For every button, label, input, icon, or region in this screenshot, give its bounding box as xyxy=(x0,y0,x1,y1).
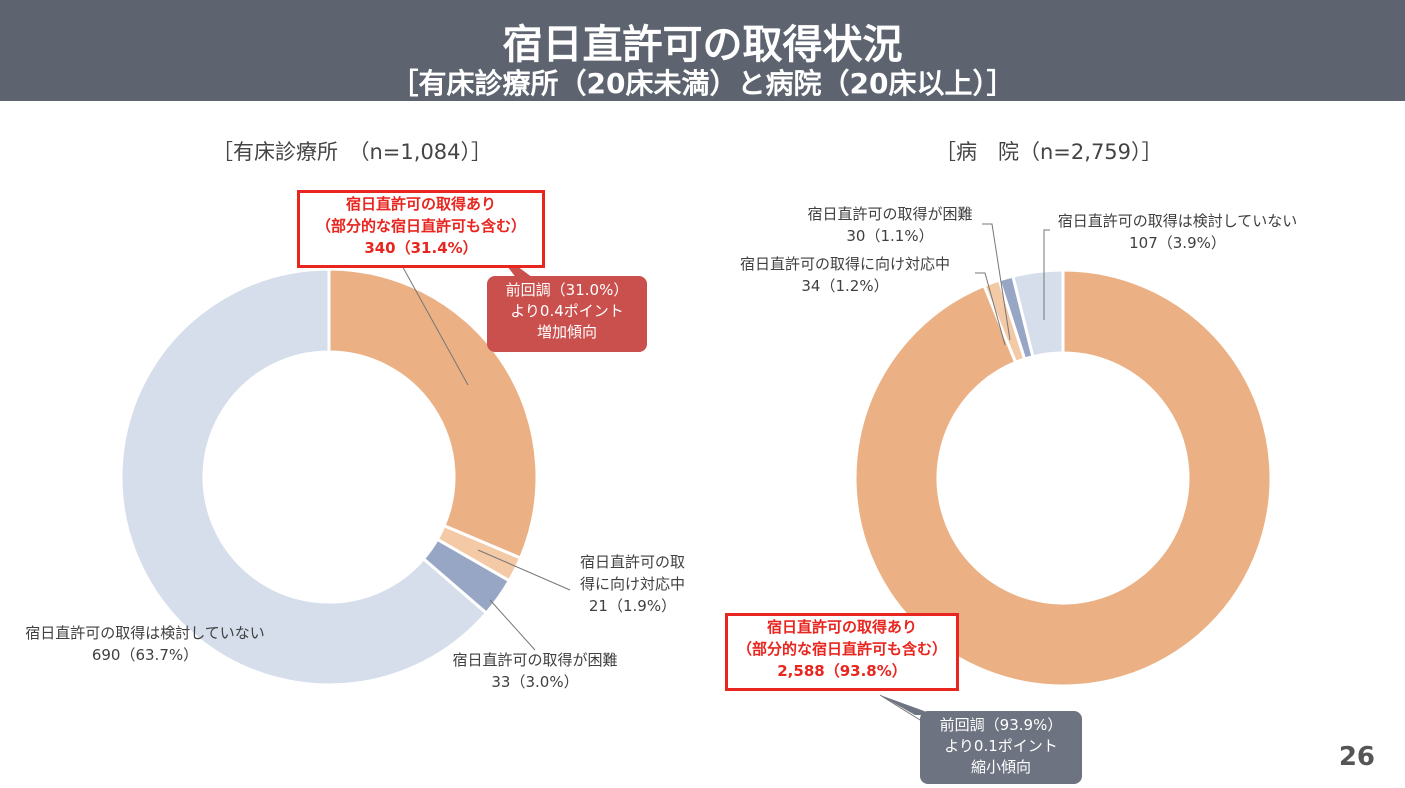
page-number: 26 xyxy=(1338,742,1375,772)
label-value: 34（1.2%） xyxy=(801,277,889,295)
leader-line xyxy=(982,223,1011,341)
callout-line: より0.4ポイント xyxy=(510,302,624,320)
clinic-difficult-label: 宿日直許可の取得が困難 33（3.0%） xyxy=(425,649,645,693)
label-line: 宿日直許可の取得あり xyxy=(766,618,917,636)
header-banner: 宿日直許可の取得状況 ［有床診療所（20床未満）と病院（20床以上）］ xyxy=(0,0,1405,101)
clinic-slice-difficult xyxy=(421,537,512,616)
label-value: 2,588（93.8%） xyxy=(777,662,907,680)
leader-line xyxy=(975,272,1006,346)
label-value: 30（1.1%） xyxy=(846,227,934,245)
callout-line: 縮小傾向 xyxy=(970,758,1031,776)
callout-pointer xyxy=(880,695,935,715)
clinic-slice-acquired xyxy=(327,267,539,560)
hospital-not-considered-label: 宿日直許可の取得は検討していない 107（3.9%） xyxy=(1050,210,1305,254)
page-subtitle: ［有床診療所（20床未満）と病院（20床以上）］ xyxy=(390,67,1015,100)
label-line: 宿日直許可の取得が困難 xyxy=(807,205,973,223)
label-line: 宿日直許可の取得は検討していない xyxy=(1057,212,1298,230)
clinic-trend-callout: 前回調（31.0%） より0.4ポイント 増加傾向 xyxy=(487,276,647,352)
clinic-acquired-label: 宿日直許可の取得あり （部分的な宿日直許可も含む） 340（31.4%） xyxy=(297,190,545,268)
label-value: 107（3.9%） xyxy=(1129,234,1226,252)
clinic-in-progress-label: 宿日直許可の取 得に向け対応中 21（1.9%） xyxy=(570,551,695,617)
hospital-difficult-label: 宿日直許可の取得が困難 30（1.1%） xyxy=(795,203,985,247)
leader-line xyxy=(477,549,571,591)
clinic-chart-title: ［有床診療所 （n=1,084）］ xyxy=(212,140,493,164)
label-line: （部分的な宿日直許可も含む） xyxy=(736,640,947,658)
label-line: 宿日直許可の取 xyxy=(579,553,685,571)
hospital-acquired-label: 宿日直許可の取得あり （部分的な宿日直許可も含む） 2,588（93.8%） xyxy=(725,613,959,691)
hospital-chart-title: ［病 院（n=2,759）］ xyxy=(935,140,1163,164)
label-line: （部分的な宿日直許可も含む） xyxy=(315,217,526,235)
hospital-trend-callout: 前回調（93.9%） より0.1ポイント 縮小傾向 xyxy=(920,711,1082,784)
leader-line xyxy=(1043,229,1050,320)
label-value: 340（31.4%） xyxy=(364,239,478,257)
leader-line xyxy=(399,261,469,386)
callout-line: 前回調（31.0%） xyxy=(505,281,629,299)
label-value: 33（3.0%） xyxy=(491,673,579,691)
label-line: 宿日直許可の取得が困難 xyxy=(452,651,618,669)
callout-line: 増加傾向 xyxy=(536,323,597,341)
hospital-in-progress-label: 宿日直許可の取得に向け対応中 34（1.2%） xyxy=(725,253,965,297)
hospital-slice-acquired xyxy=(853,268,1273,688)
callout-line: より0.1ポイント xyxy=(944,737,1058,755)
label-line: 得に向け対応中 xyxy=(579,575,685,593)
clinic-slice-not-considered xyxy=(119,267,489,687)
label-value: 690（63.7%） xyxy=(91,646,199,664)
callout-line: 前回調（93.9%） xyxy=(939,716,1063,734)
page-title: 宿日直許可の取得状況 xyxy=(502,22,903,68)
label-line: 宿日直許可の取得あり xyxy=(345,195,496,213)
label-line: 宿日直許可の取得は検討していない xyxy=(25,624,265,642)
leader-line xyxy=(489,599,536,651)
label-line: 宿日直許可の取得に向け対応中 xyxy=(739,255,950,273)
label-value: 21（1.9%） xyxy=(588,597,677,615)
clinic-not-considered-label: 宿日直許可の取得は検討していない 690（63.7%） xyxy=(5,622,285,666)
leader-line xyxy=(879,694,921,721)
